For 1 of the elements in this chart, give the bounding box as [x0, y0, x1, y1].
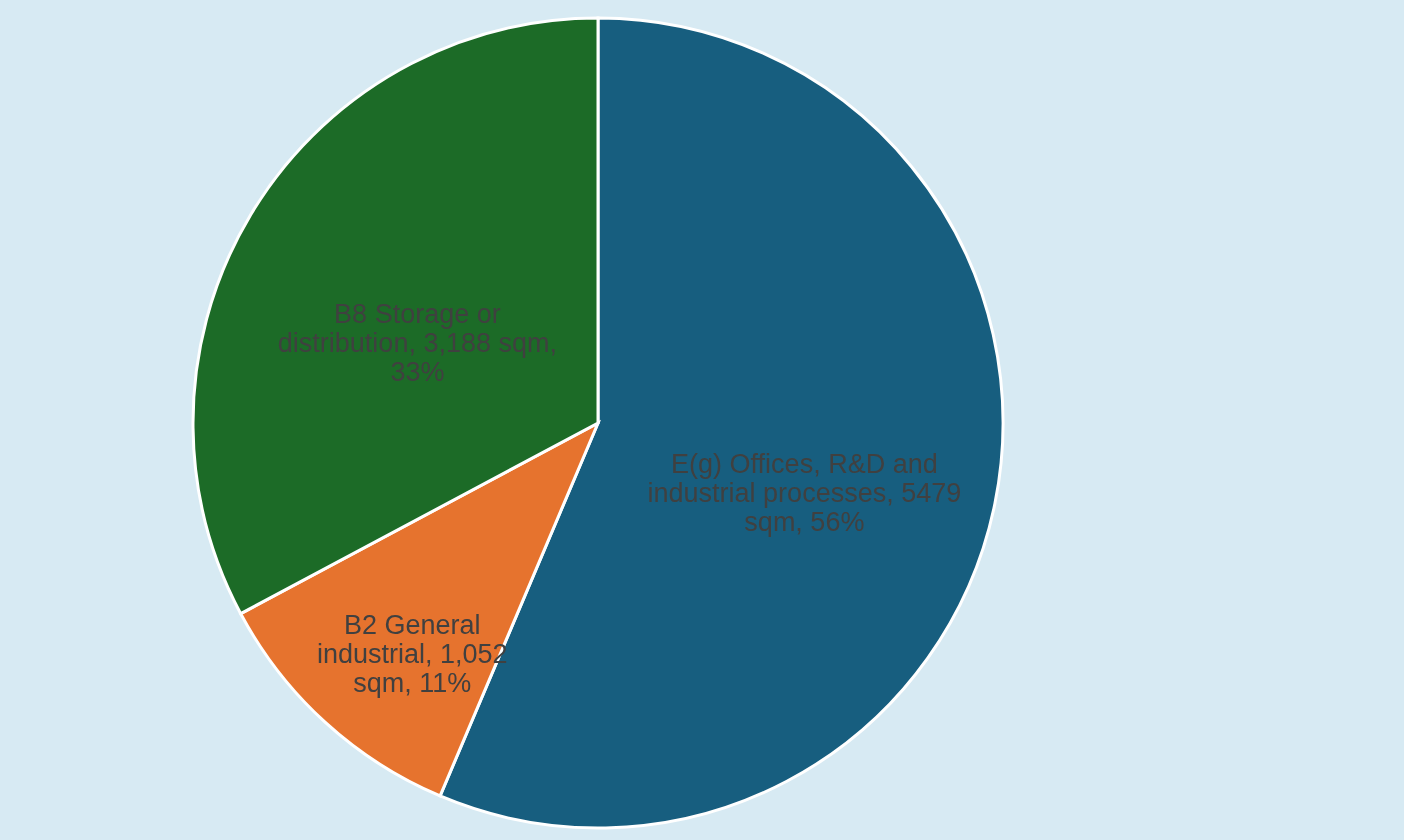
- slice-label: E(g) Offices, R&D and industrial processes, 5479 sqm, 56%: [647, 448, 962, 537]
